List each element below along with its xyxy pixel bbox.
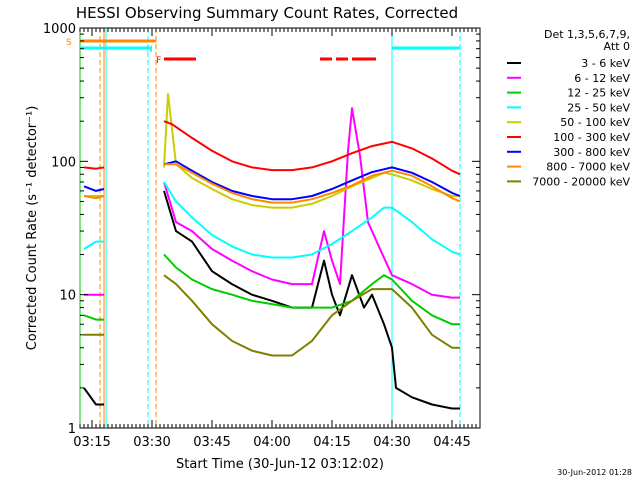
flag-s-label: S xyxy=(66,38,72,48)
legend-title-line2: Att 0 xyxy=(604,40,630,53)
series-line-0 xyxy=(83,190,460,410)
legend-label: 800 - 7000 keV xyxy=(546,161,630,174)
x-tick-label: 04:30 xyxy=(373,435,410,450)
flag-n-label: N xyxy=(146,45,153,55)
legend-title-line1: Det 1,3,5,6,7,9, xyxy=(544,28,630,41)
legend-label: 7000 - 20000 keV xyxy=(532,175,630,188)
x-tick-label: 03:30 xyxy=(133,435,170,450)
axis-ticks xyxy=(79,28,481,429)
series-lines xyxy=(83,93,461,410)
legend: Det 1,3,5,6,7,9, Att 0 3 - 6 keV 6 - 12 k… xyxy=(507,28,630,188)
chart-title: HESSI Observing Summary Count Rates, Cor… xyxy=(76,4,458,22)
series-line-4 xyxy=(84,93,460,209)
series-line-6 xyxy=(83,160,461,201)
x-tick-label: 03:45 xyxy=(193,435,230,450)
series-line-3 xyxy=(83,181,461,259)
y-tick-label: 1 xyxy=(68,422,76,437)
y-axis-label: Corrected Count Rate (s⁻¹ detector⁻¹) xyxy=(25,106,40,351)
legend-label: 6 - 12 keV xyxy=(574,72,630,85)
y-tick-label: 100 xyxy=(51,155,76,170)
footer-timestamp: 30-Jun-2012 01:28 xyxy=(557,468,632,477)
y-tick-label: 10 xyxy=(59,289,76,304)
x-tick-label: 04:45 xyxy=(433,435,470,450)
observing-flags: S NF xyxy=(66,38,460,66)
series-line-7 xyxy=(83,163,461,204)
vertical-markers xyxy=(79,28,461,428)
x-tick-label: 04:00 xyxy=(253,435,290,450)
series-line-8 xyxy=(84,274,460,357)
y-tick-labels: 1 10 100 1000 xyxy=(43,22,76,437)
legend-label: 12 - 25 keV xyxy=(567,87,630,100)
legend-label: 25 - 50 keV xyxy=(567,101,630,114)
legend-label: 100 - 300 keV xyxy=(553,131,630,144)
series-line-2 xyxy=(83,253,460,326)
legend-label: 300 - 800 keV xyxy=(553,146,630,159)
legend-label: 3 - 6 keV xyxy=(581,57,630,70)
series-line-5 xyxy=(83,120,461,176)
legend-label: 50 - 100 keV xyxy=(560,116,630,129)
x-axis-label: Start Time (30-Jun-12 03:12:02) xyxy=(176,457,384,472)
x-tick-label: 04:15 xyxy=(313,435,350,450)
flag-f-label: F xyxy=(156,56,161,66)
x-tick-labels: 03:15 03:30 03:45 04:00 04:15 04:30 04:45 xyxy=(73,435,470,450)
y-tick-label: 1000 xyxy=(43,22,76,37)
x-tick-label: 03:15 xyxy=(73,435,110,450)
